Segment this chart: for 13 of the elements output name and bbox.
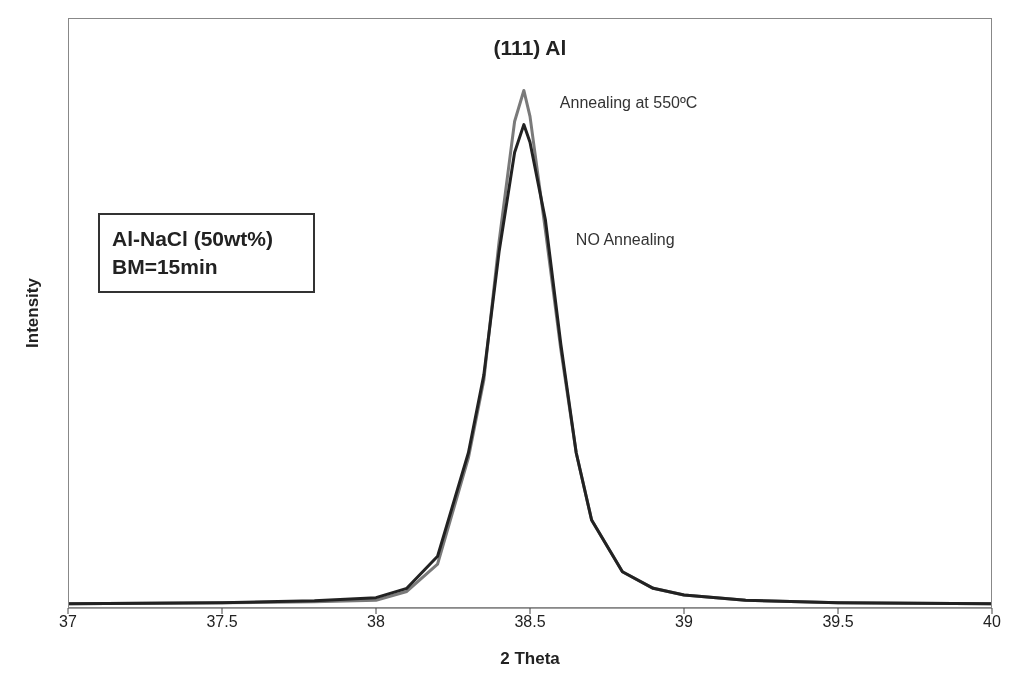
x-tick-label: 38	[367, 613, 385, 631]
x-tick-label: 39	[675, 613, 693, 631]
series-label: Annealing at 550ºC	[559, 94, 698, 113]
x-axis-title: 2 Theta	[500, 649, 561, 668]
x-tick-label: 37.5	[206, 613, 238, 631]
x-tick-label: 38.5	[514, 613, 546, 631]
chart-title: (111) Al	[492, 36, 568, 60]
series-label: NO Annealing	[575, 231, 675, 250]
x-tick-label: 40	[983, 613, 1001, 631]
x-tick-label: 39.5	[822, 613, 854, 631]
y-axis-title: Intensity	[23, 277, 43, 348]
annotation: Al-NaCl (50wt%) BM=15min	[112, 226, 274, 280]
x-tick-label: 37	[59, 613, 77, 631]
